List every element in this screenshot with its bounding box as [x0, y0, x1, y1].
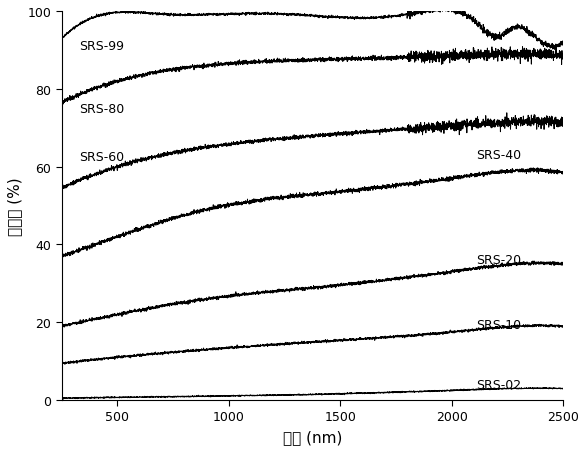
Text: SRS-10: SRS-10: [476, 318, 522, 331]
Text: SRS-99: SRS-99: [80, 41, 125, 53]
Text: SRS-20: SRS-20: [476, 254, 522, 267]
Text: SRS-40: SRS-40: [476, 149, 522, 162]
X-axis label: 波長 (nm): 波長 (nm): [283, 429, 342, 444]
Text: SRS-60: SRS-60: [80, 151, 125, 164]
Text: SRS-80: SRS-80: [80, 102, 125, 115]
Y-axis label: 反射率 (%): 反射率 (%): [7, 177, 22, 235]
Text: SRS-02: SRS-02: [476, 378, 522, 391]
